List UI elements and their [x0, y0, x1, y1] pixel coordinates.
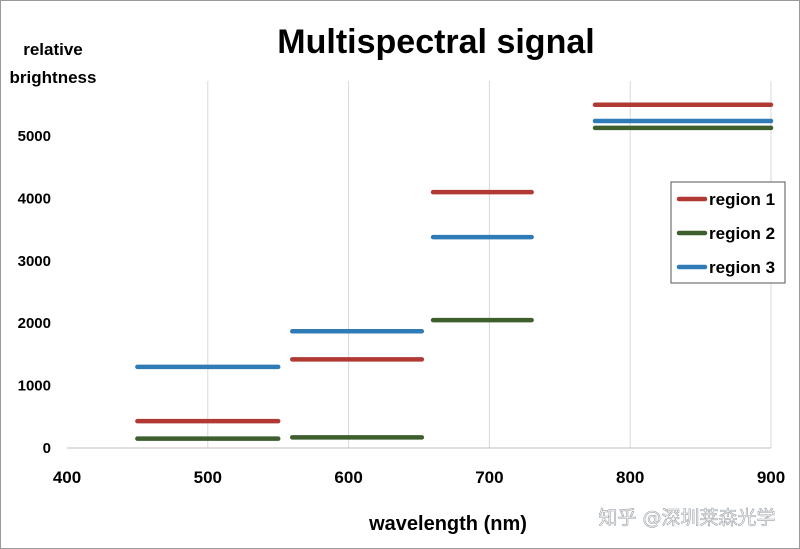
- legend-label: region 1: [709, 190, 775, 209]
- x-tick-label: 700: [475, 468, 503, 487]
- legend-label: region 2: [709, 224, 775, 243]
- chart-title: Multispectral signal: [277, 23, 594, 61]
- y-axis-label-line2: brightness: [10, 68, 97, 87]
- x-tick-label: 800: [616, 468, 644, 487]
- x-tick-label: 600: [334, 468, 362, 487]
- x-tick-label: 500: [194, 468, 222, 487]
- legend-label: region 3: [709, 258, 775, 277]
- legend-items: region 1 region 2 region 3: [676, 190, 775, 277]
- y-tick-label: 4000: [18, 190, 51, 207]
- series-region-3: [135, 118, 774, 370]
- x-ticks: 400 500 600 700 800 900: [53, 468, 785, 487]
- x-axis-label: wavelength (nm): [368, 513, 527, 535]
- y-axis-label-line1: relative: [23, 40, 83, 59]
- y-ticks: 0 1000 2000 3000 4000 5000: [18, 128, 51, 457]
- y-tick-label: 2000: [18, 315, 51, 332]
- y-tick-label: 5000: [18, 128, 51, 145]
- y-tick-label: 0: [43, 440, 51, 457]
- legend: region 1 region 2 region 3: [670, 181, 786, 284]
- y-tick-label: 3000: [18, 253, 51, 270]
- y-tick-label: 1000: [18, 378, 51, 395]
- series-group: [135, 102, 774, 441]
- x-tick-label: 900: [757, 468, 785, 487]
- series-region-2: [135, 125, 774, 441]
- series-region-1: [135, 102, 774, 424]
- x-tick-label: 400: [53, 468, 81, 487]
- watermark: 知乎 @深圳莱森光学: [598, 507, 775, 529]
